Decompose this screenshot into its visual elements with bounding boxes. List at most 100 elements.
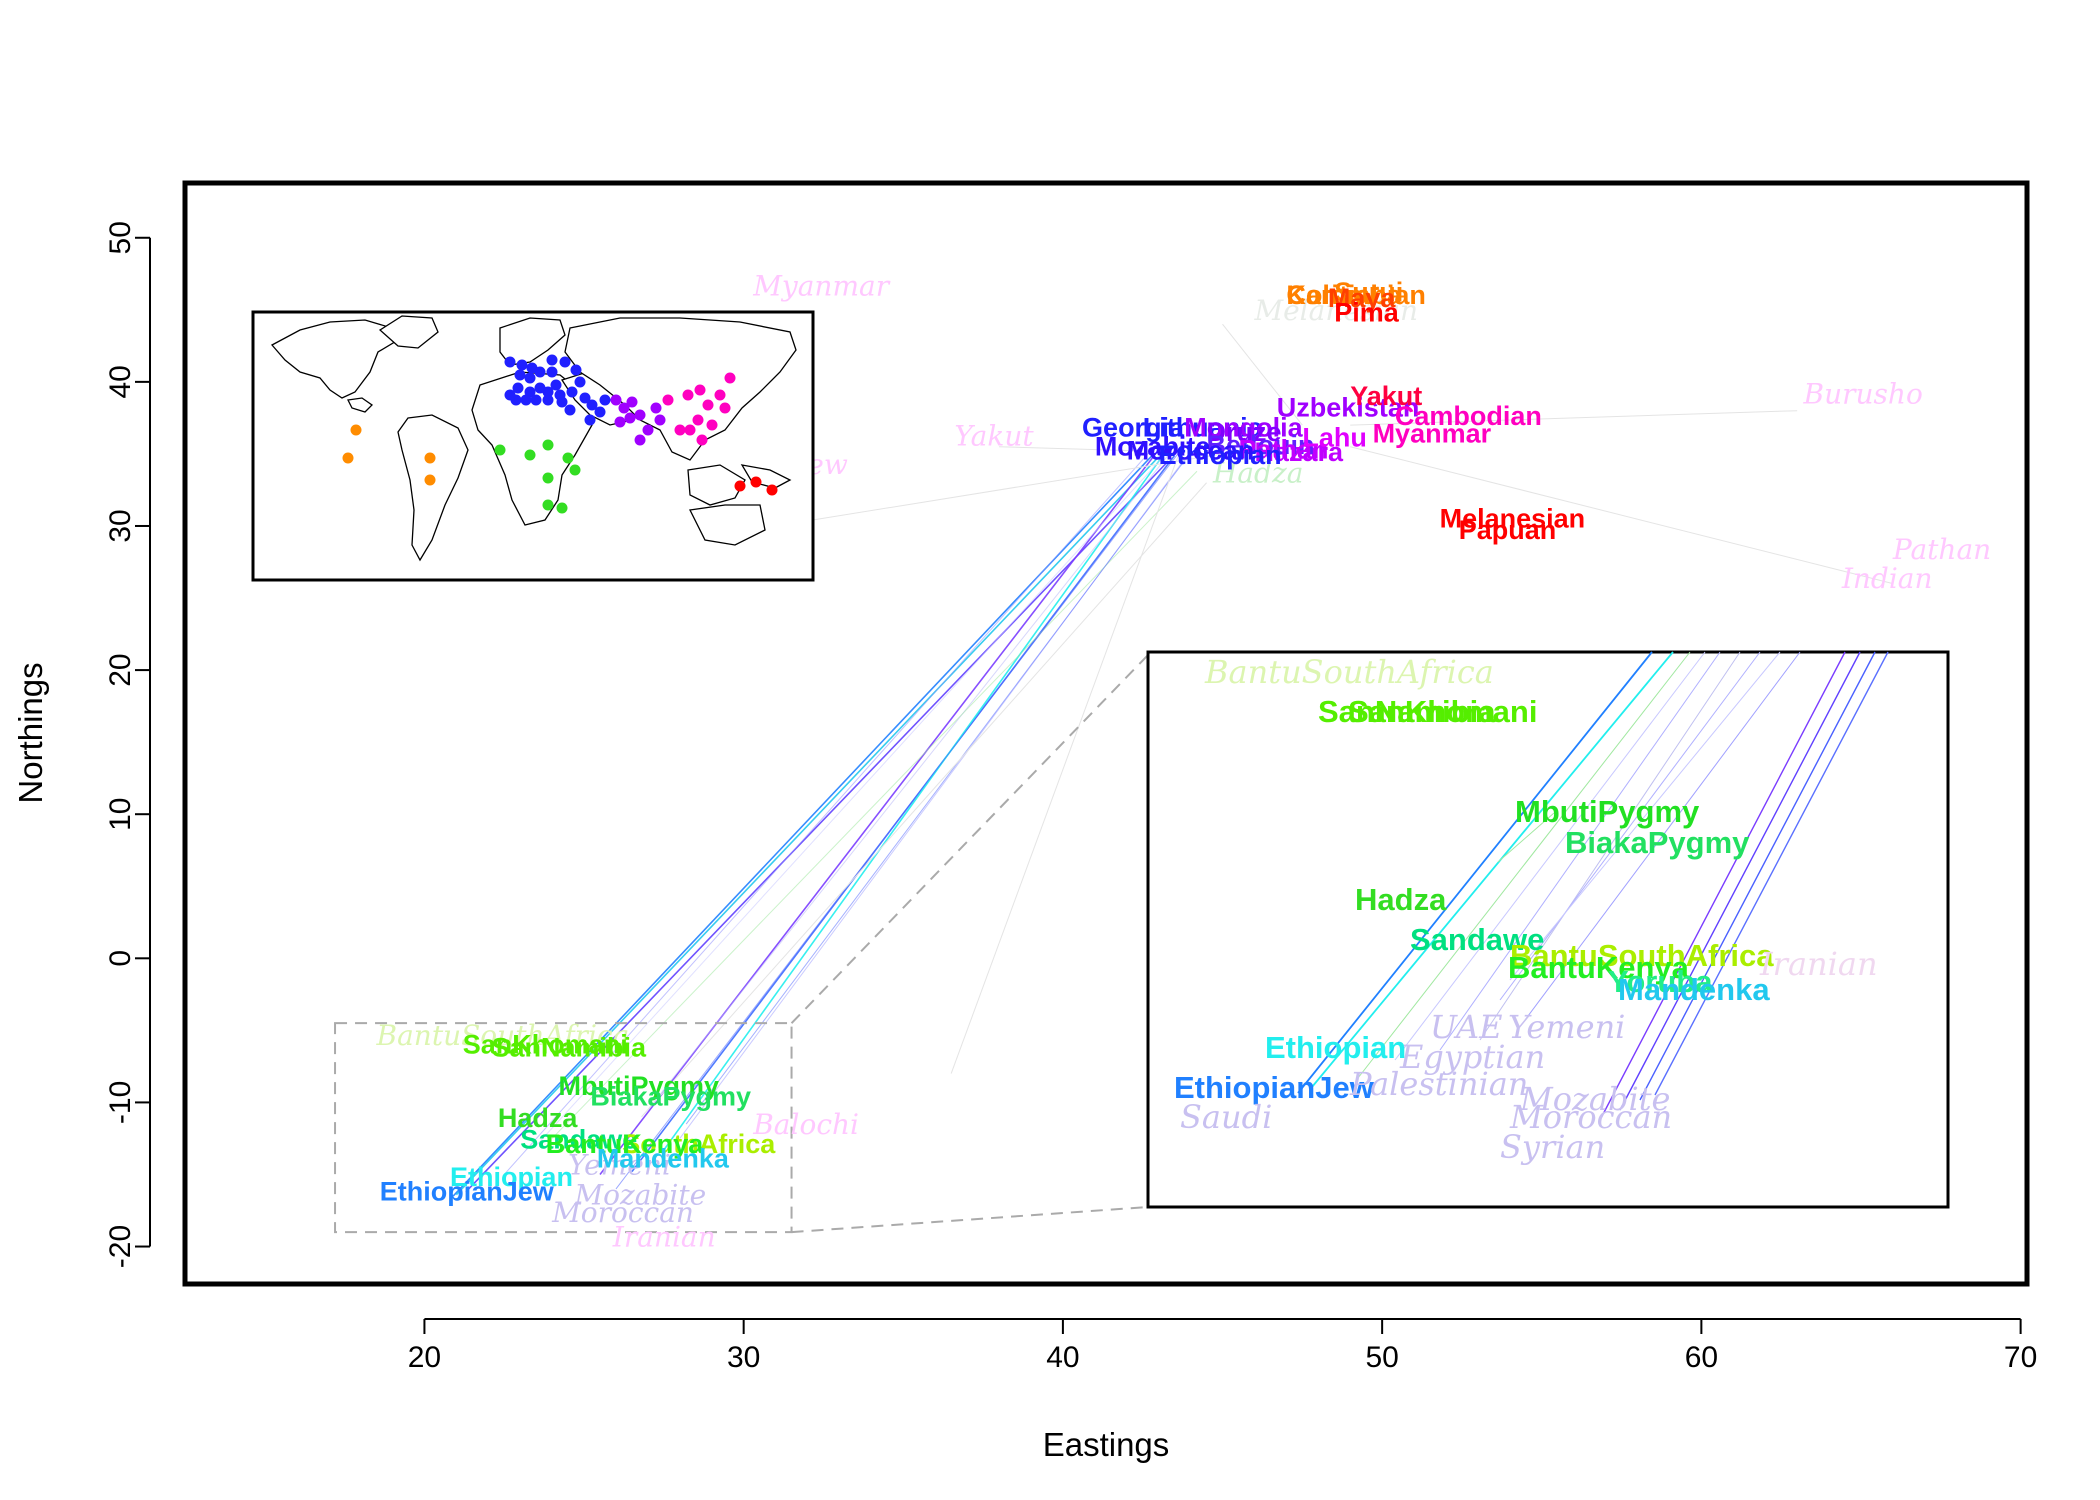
population-label-lahu: Lahu xyxy=(1302,423,1367,453)
continent-outline xyxy=(564,317,797,461)
population-dot xyxy=(564,404,576,416)
population-dot xyxy=(512,382,524,394)
population-label-ethiopian: Ethiopian xyxy=(450,1162,573,1192)
population-dot xyxy=(516,359,528,371)
population-dot xyxy=(504,389,516,401)
population-dot xyxy=(734,480,746,492)
population-dot xyxy=(342,452,354,464)
population-dot xyxy=(719,402,731,414)
population-dot xyxy=(424,474,436,486)
zoom-label-sandawe: Sandawe xyxy=(1410,922,1544,957)
population-dot xyxy=(692,414,704,426)
population-dot xyxy=(546,354,558,366)
zoom-label-syrian: Syrian xyxy=(1500,1128,1605,1166)
zoom-label-saudi: Saudi xyxy=(1180,1098,1272,1136)
population-dot xyxy=(559,356,571,368)
zoom-label-mbuti-pygmy: MbutiPygmy xyxy=(1515,794,1700,829)
population-label-iranian: Iranian xyxy=(612,1221,716,1254)
y-tick-label: 40 xyxy=(104,365,137,398)
zoom-connector-line xyxy=(1599,651,1846,1121)
x-tick-label: 20 xyxy=(408,1341,441,1374)
y-tick-label: 10 xyxy=(104,798,137,831)
population-dot xyxy=(684,424,696,436)
population-label-pathan: Pathan xyxy=(1238,434,1328,464)
zoom-connector-line xyxy=(1439,651,1721,1051)
population-dot xyxy=(530,394,542,406)
zoom-label-moroccan: Moroccan xyxy=(1509,1098,1672,1136)
population-label-mandenka: Mandenka xyxy=(597,1143,730,1173)
connector-line xyxy=(641,482,1207,1118)
zoom-label-egyptian: Egyptian xyxy=(1399,1038,1545,1076)
zoom-label-yemeni: Yemeni xyxy=(1508,1008,1625,1046)
population-dot xyxy=(542,499,554,511)
zoom-inset-frame xyxy=(1146,650,1950,1209)
zoom-connector-line xyxy=(1509,651,1781,981)
population-dot xyxy=(542,394,554,406)
connector-line xyxy=(647,450,1172,1110)
population-label-hadza: Hadza xyxy=(498,1103,579,1133)
population-dot xyxy=(724,372,736,384)
connector-line xyxy=(950,456,1179,1074)
population-dot xyxy=(570,364,582,376)
connector-line xyxy=(465,460,1169,1193)
population-dot xyxy=(586,399,598,411)
zoom-connector-line xyxy=(1357,651,1691,1079)
population-dot xyxy=(610,394,622,406)
population-dot xyxy=(584,414,596,426)
population-label-bedouin: Bedouin xyxy=(1207,430,1315,460)
population-dot xyxy=(682,389,694,401)
connector-line xyxy=(999,446,1143,452)
connector-line xyxy=(663,452,1166,1151)
zoom-connector-line xyxy=(1499,651,1761,1001)
population-label-moroccan: Moroccan xyxy=(551,1196,694,1229)
population-dot xyxy=(579,392,591,404)
zoom-connector-line xyxy=(1479,651,1741,1041)
zoom-guide-line xyxy=(791,1206,1149,1234)
zoom-connector-line xyxy=(1297,651,1653,1094)
population-dot xyxy=(520,394,532,406)
population-dot xyxy=(766,484,778,496)
population-label-sandawe: Sandawe xyxy=(520,1125,637,1155)
axes: 20 30 40 50 60 70 -20 -10 0 10 20 30 40 50 xyxy=(104,221,2037,1374)
zoom-label-uae: UAE xyxy=(1430,1008,1502,1046)
population-label-maya: Maya xyxy=(1328,283,1397,313)
population-dot xyxy=(514,369,526,381)
connector-line xyxy=(455,456,1160,1196)
x-axis-title: Eastings xyxy=(1043,1426,1170,1463)
population-label-uzbekistan: Uzbekistan xyxy=(1277,392,1420,422)
population-dot xyxy=(546,366,558,378)
population-label-indian: Indian xyxy=(1841,562,1933,595)
continent-outline xyxy=(687,464,746,506)
zoom-label-hadza: Hadza xyxy=(1355,882,1447,917)
connector-line xyxy=(685,456,1188,1125)
zoom-connector-line xyxy=(1619,651,1861,1111)
x-tick-label: 60 xyxy=(1685,1341,1718,1374)
population-label-hazara: Hazara xyxy=(1254,437,1344,467)
population-dot xyxy=(542,439,554,451)
population-dot xyxy=(702,399,714,411)
connector-line xyxy=(551,470,1198,1139)
population-dot xyxy=(556,396,568,408)
zoom-connector-line xyxy=(1654,651,1889,1096)
population-label-san-namibia: SanNamibia xyxy=(491,1032,647,1062)
population-dot xyxy=(562,452,574,464)
population-dot xyxy=(642,424,654,436)
connector-line xyxy=(1350,446,1894,585)
zoom-label-mandenka: Mandenka xyxy=(1618,972,1770,1007)
x-tick-label: 70 xyxy=(2004,1341,2037,1374)
population-dot xyxy=(350,424,362,436)
connector-line xyxy=(1350,410,1798,426)
continent-outline xyxy=(689,504,766,546)
population-dot xyxy=(424,452,436,464)
zoom-label-bantu-south-africa: BantuSouthAfrica xyxy=(1510,938,1774,973)
population-dot xyxy=(566,386,578,398)
x-tick-label: 50 xyxy=(1365,1341,1398,1374)
zoom-label-ethiopian-jew: EthiopianJew xyxy=(1174,1070,1375,1105)
population-label-mozabite: Mozabite xyxy=(1095,431,1211,461)
population-label-myanmar: Myanmar xyxy=(1373,418,1492,448)
continent-outline xyxy=(378,315,439,349)
continent-outline xyxy=(347,397,374,413)
population-label-druze: Druze xyxy=(1207,417,1282,447)
continent-outline xyxy=(499,317,566,366)
